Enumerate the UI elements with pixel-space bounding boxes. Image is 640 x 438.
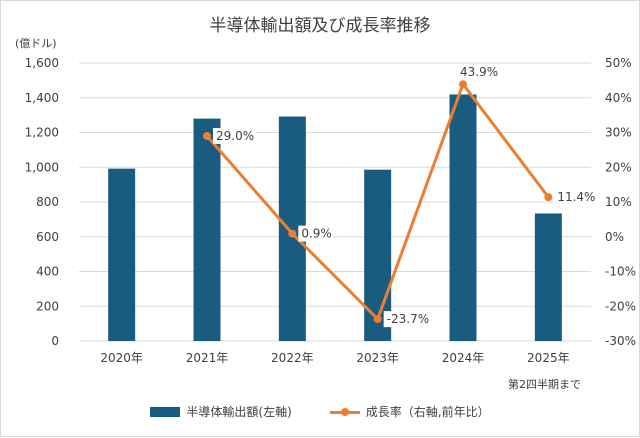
x-axis-tick-label: 2024年 xyxy=(442,351,485,365)
growth-point xyxy=(203,131,211,140)
left-axis-tick-label: 1,200 xyxy=(25,126,59,140)
data-label-bg xyxy=(298,225,334,242)
x-axis-tick-label: 2023年 xyxy=(356,351,399,365)
left-axis-tick-label: 1,400 xyxy=(25,91,59,105)
growth-point xyxy=(544,193,553,202)
left-axis-tick-label: 200 xyxy=(36,299,59,313)
legend: 半導体輸出額(左軸) 成長率（右軸,前年比） xyxy=(1,403,639,420)
left-axis-tick-label: 600 xyxy=(36,230,59,244)
right-axis-tick-label: 50% xyxy=(605,56,632,70)
bar xyxy=(193,118,221,341)
right-axis-tick-label: -30% xyxy=(605,334,636,348)
left-axis-tick-label: 1,600 xyxy=(25,56,59,70)
legend-bar-swatch xyxy=(150,406,181,417)
legend-label-exports: 半導体輸出額(左軸) xyxy=(186,405,292,419)
right-axis-tick-label: -10% xyxy=(605,265,636,279)
data-label-bg xyxy=(213,127,255,144)
right-axis-tick-label: 0% xyxy=(605,230,624,244)
bar xyxy=(108,168,136,341)
left-axis-tick-label: 800 xyxy=(36,195,59,209)
x-axis-tick-label: 2020年 xyxy=(100,351,143,365)
data-label-bg xyxy=(457,64,499,81)
data-label: 11.4% xyxy=(557,190,595,204)
left-axis-unit: (億ドル) xyxy=(15,37,57,50)
legend-item-growth: 成長率（右軸,前年比） xyxy=(329,403,490,420)
right-axis-tick-label: 30% xyxy=(605,126,632,140)
right-axis-tick-label: 10% xyxy=(605,195,632,209)
legend-label-growth: 成長率（右軸,前年比） xyxy=(365,405,490,419)
growth-point xyxy=(373,315,382,324)
period-note: 第2四半期まで xyxy=(508,378,581,391)
x-axis-tick-label: 2022年 xyxy=(271,351,314,365)
growth-point xyxy=(459,80,467,89)
data-label-bg xyxy=(554,189,597,206)
left-axis-tick-label: 0 xyxy=(51,334,59,348)
right-axis-tick-label: -20% xyxy=(605,299,636,313)
legend-item-exports: 半導体輸出額(左軸) xyxy=(150,403,292,420)
growth-point xyxy=(288,229,297,238)
legend-line-swatch xyxy=(329,407,360,417)
chart-title: 半導体輸出額及び成長率推移 xyxy=(209,16,431,36)
x-axis-tick-label: 2021年 xyxy=(186,351,229,365)
right-axis-tick-label: 20% xyxy=(605,160,632,174)
data-label: 29.0% xyxy=(216,129,254,143)
bar xyxy=(534,213,562,341)
right-axis-tick-label: 40% xyxy=(605,91,632,105)
bar xyxy=(449,94,477,341)
left-axis-tick-label: 400 xyxy=(36,265,59,279)
data-label-bg xyxy=(383,311,433,328)
x-axis-tick-label: 2025年 xyxy=(527,351,570,365)
data-label: 0.9% xyxy=(301,227,332,241)
data-label: -23.7% xyxy=(387,312,429,326)
left-axis-tick-label: 1,000 xyxy=(25,160,59,174)
data-label: 43.9% xyxy=(460,65,498,79)
